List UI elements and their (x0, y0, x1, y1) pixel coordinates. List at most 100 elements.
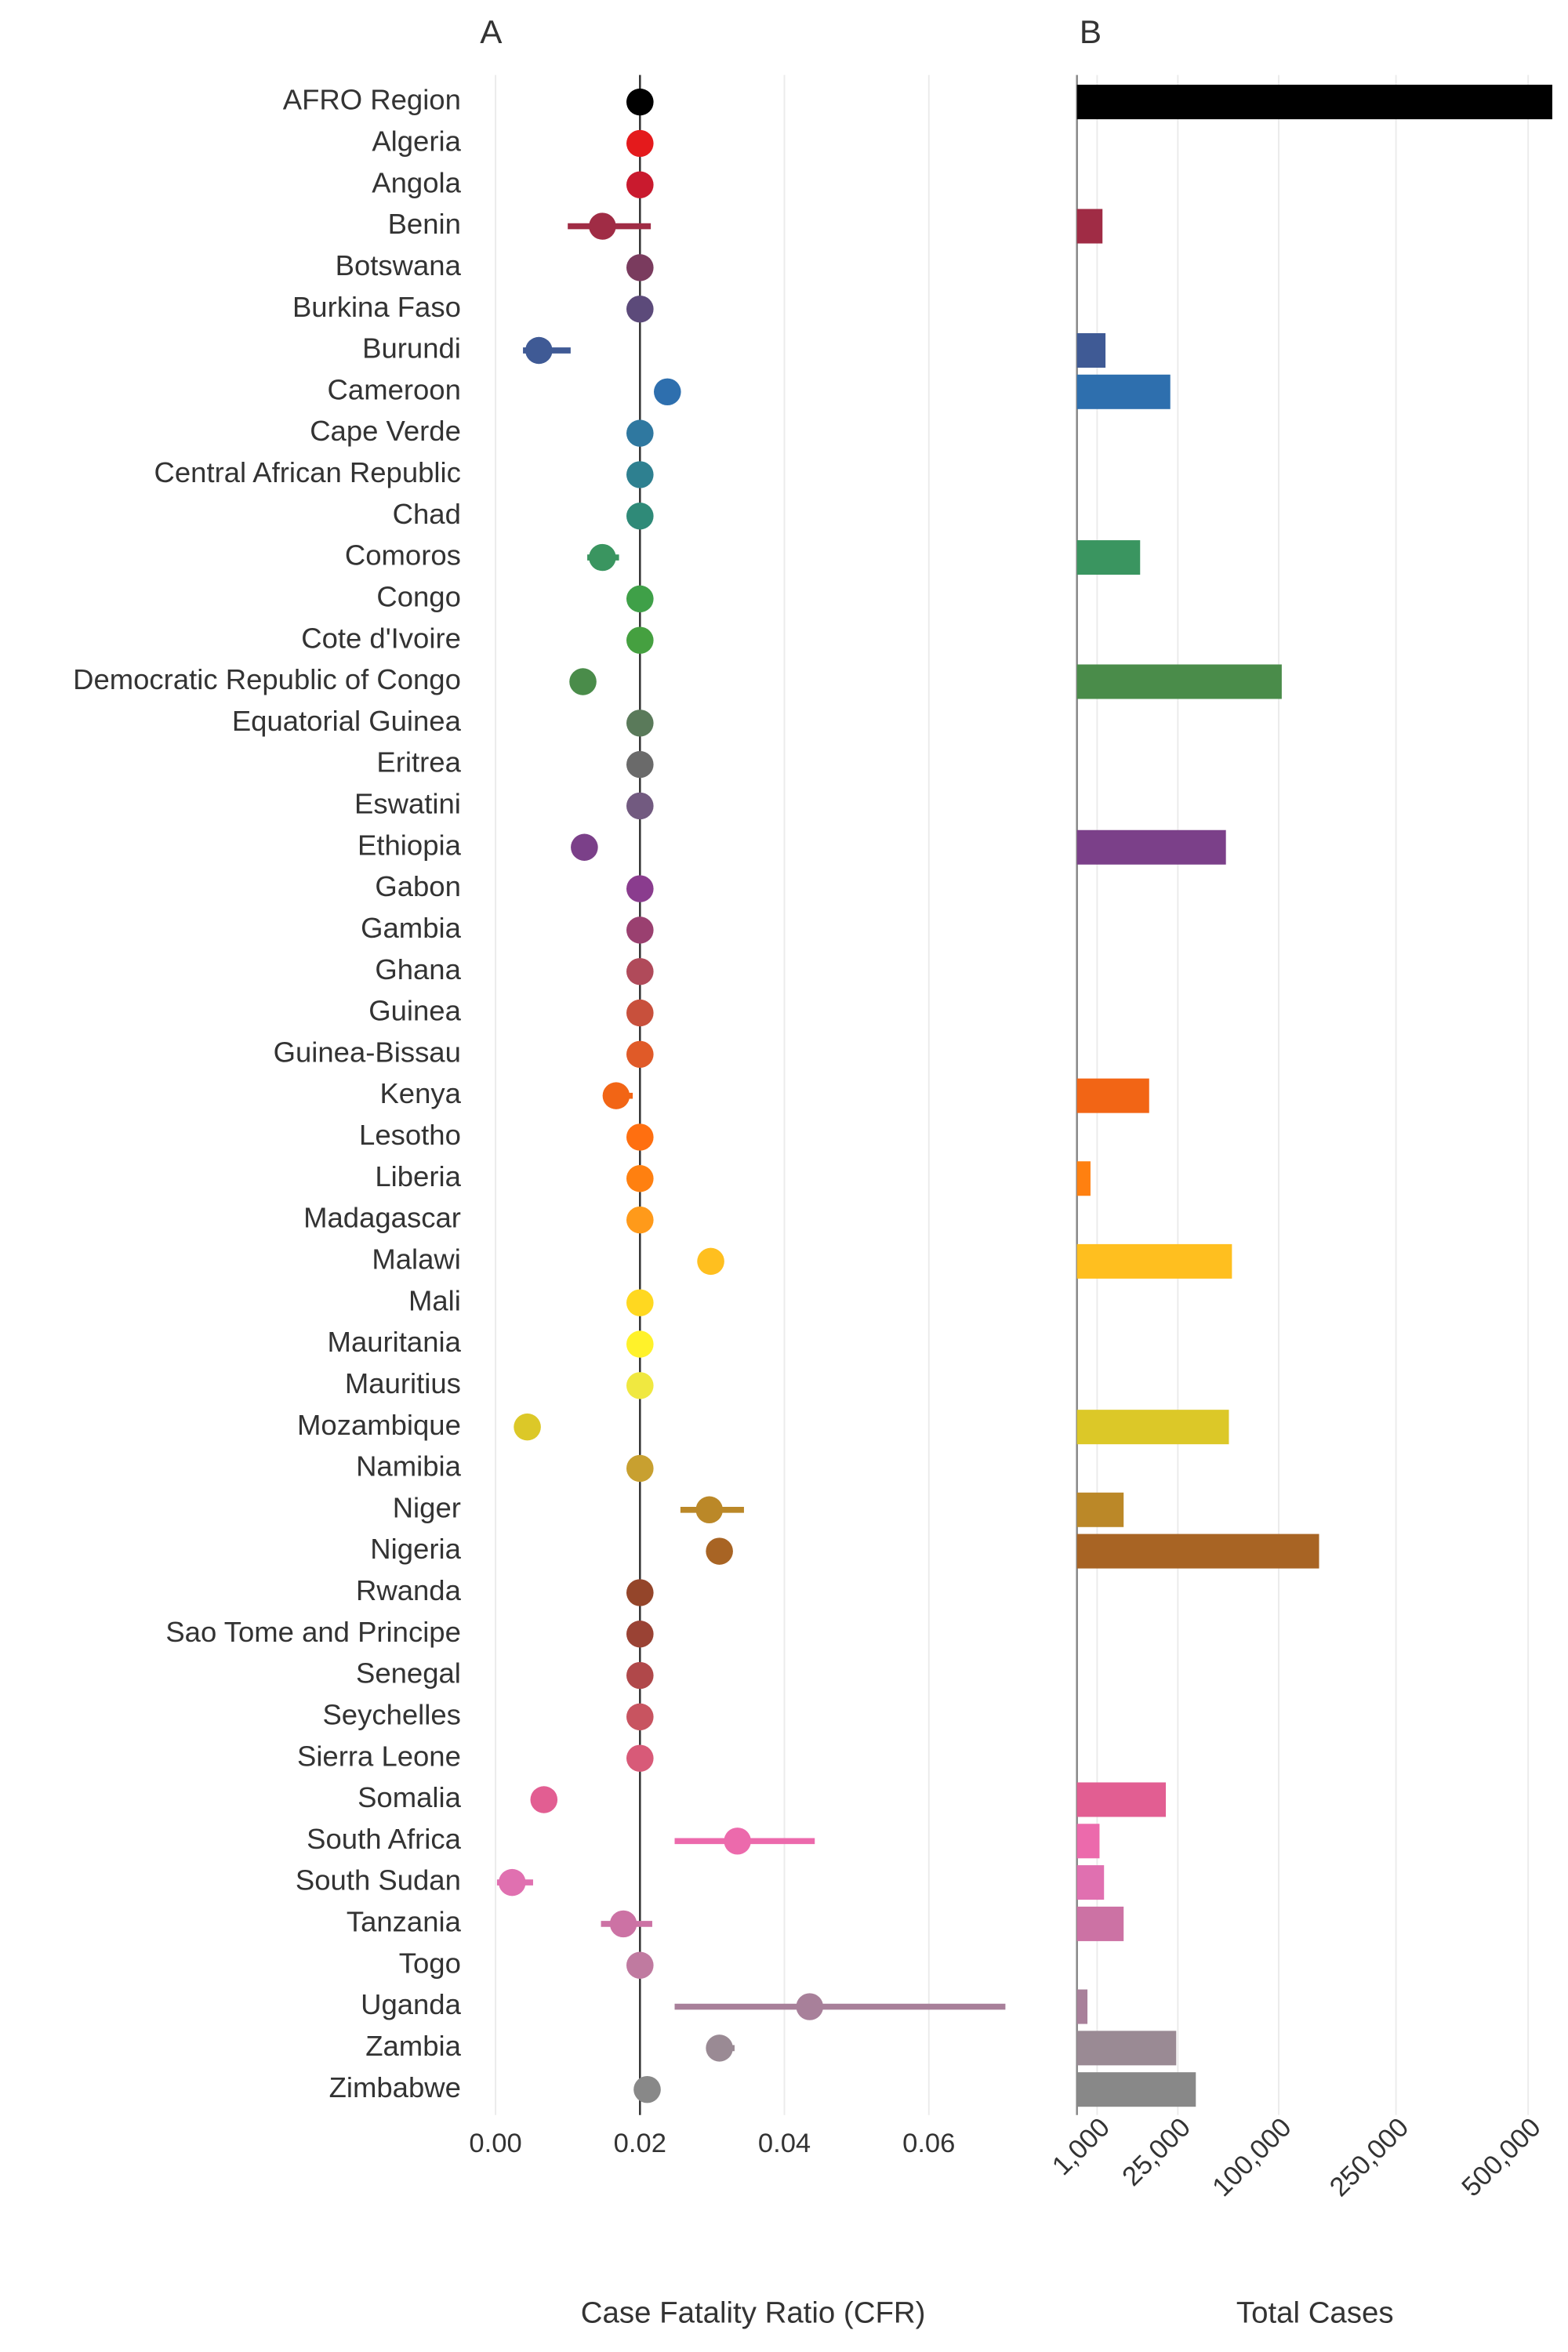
y-tick-label: Algeria (372, 125, 461, 158)
point (626, 1703, 654, 1731)
y-tick-label: Burundi (362, 332, 461, 365)
y-tick-label: Madagascar (303, 1202, 461, 1234)
y-tick-label: Sierra Leone (297, 1740, 461, 1772)
y-tick-label: Gabon (375, 870, 461, 902)
x-tick-label: 250,000 (1324, 2112, 1414, 2202)
point (724, 1828, 751, 1855)
point (695, 1496, 724, 1524)
y-tick-label: Guinea-Bissau (274, 1036, 461, 1068)
point (626, 1621, 654, 1648)
point (626, 1372, 654, 1399)
point (626, 875, 654, 902)
point (706, 1537, 733, 1565)
point (626, 1123, 654, 1151)
x-tick-label: 0.04 (758, 2129, 811, 2158)
y-tick-label: Burkina Faso (292, 291, 461, 323)
y-tick-label: Benin (388, 208, 461, 240)
y-tick-label: Mauritania (328, 1326, 462, 1358)
y-tick-label: Guinea (368, 995, 461, 1027)
point (626, 1289, 654, 1316)
y-tick-label: Gambia (361, 912, 461, 944)
panel-title: B (1080, 13, 1102, 50)
y-tick-label: AFRO Region (283, 84, 461, 116)
bar (1076, 332, 1106, 368)
y-tick-label: Cote d'Ivoire (301, 622, 461, 654)
bar (1076, 1492, 1124, 1527)
point (626, 957, 654, 985)
y-tick-label: Angola (372, 166, 461, 198)
y-tick-label: Cape Verde (310, 415, 461, 447)
y-tick-label: Eswatini (354, 788, 461, 820)
y-tick-label: Sao Tome and Principe (165, 1616, 461, 1648)
bar (1076, 1782, 1167, 1817)
y-tick-label: Senegal (356, 1657, 461, 1690)
y-tick-label: Ghana (375, 953, 461, 985)
point (626, 295, 654, 323)
y-tick-label: Ethiopia (358, 829, 462, 861)
point (626, 1454, 654, 1483)
point (626, 503, 654, 530)
point (589, 212, 616, 240)
bar (1076, 540, 1141, 575)
bar (1076, 664, 1282, 699)
y-tick-label: Mauritius (345, 1367, 461, 1399)
y-tick-label: Somalia (358, 1781, 462, 1813)
point (525, 336, 553, 365)
bar (1076, 1906, 1124, 1941)
y-tick-label: Tanzania (347, 1906, 462, 1938)
point (514, 1413, 541, 1441)
bar (1076, 1989, 1088, 2024)
point (626, 750, 654, 779)
panel-title: A (480, 13, 503, 50)
y-tick-label: Congo (376, 581, 461, 613)
bar (1076, 85, 1552, 120)
point (626, 1206, 654, 1234)
point (571, 833, 598, 861)
x-tick-label: 100,000 (1207, 2112, 1297, 2202)
bar (1076, 209, 1103, 244)
y-tick-label: Eritrea (376, 746, 461, 779)
y-tick-label: Malawi (372, 1243, 461, 1276)
bar (1076, 1865, 1105, 1900)
y-tick-label: South Africa (307, 1823, 461, 1855)
bar (1076, 1410, 1229, 1445)
point (602, 1082, 630, 1109)
point (796, 1993, 824, 2020)
x-tick-label: 0.02 (614, 2129, 666, 2158)
y-tick-label: Kenya (379, 1077, 461, 1109)
y-tick-label: Uganda (361, 1988, 462, 2020)
bar (1076, 374, 1171, 409)
bar (1076, 1243, 1232, 1279)
point (626, 710, 654, 737)
bar (1076, 1824, 1100, 1859)
y-tick-label: Togo (399, 1947, 461, 1979)
y-tick-label: Niger (393, 1491, 461, 1523)
point (654, 378, 681, 406)
point (626, 419, 654, 447)
point (626, 1579, 654, 1606)
point (626, 626, 654, 654)
y-tick-label: South Sudan (296, 1864, 461, 1896)
x-tick-label: 1,000 (1047, 2112, 1116, 2181)
point (626, 1744, 654, 1772)
point (626, 129, 654, 158)
point (633, 2075, 661, 2103)
point (626, 1165, 654, 1192)
point (626, 461, 654, 488)
point (626, 1330, 654, 1358)
y-tick-label: Namibia (356, 1450, 462, 1483)
y-tick-label: Democratic Republic of Congo (73, 663, 461, 695)
y-tick-label: Rwanda (356, 1574, 462, 1606)
point (626, 585, 654, 613)
y-tick-label: Lesotho (359, 1119, 461, 1151)
x-axis-title: Total Cases (1236, 2296, 1394, 2329)
point (626, 1040, 654, 1069)
bar (1076, 1534, 1319, 1569)
point (626, 254, 654, 281)
y-tick-label: Seychelles (322, 1699, 460, 1731)
point (626, 88, 654, 116)
point (626, 792, 654, 820)
point (626, 999, 654, 1027)
bar (1076, 2031, 1177, 2066)
